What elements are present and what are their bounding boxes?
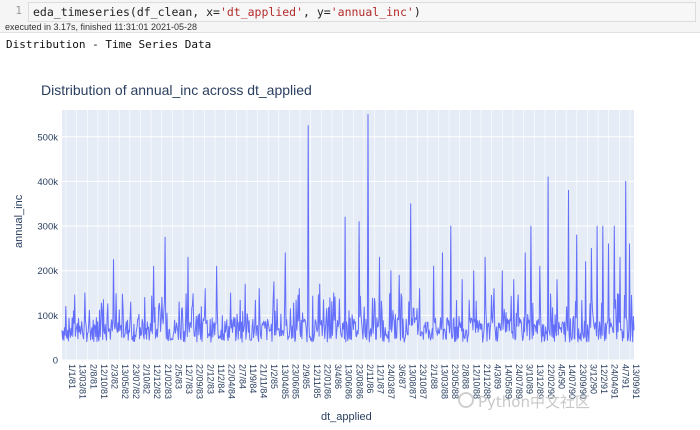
x-tick-label: 23/06/85 [290, 364, 300, 399]
y-tick-label: 300k [37, 222, 58, 233]
x-tick-label: 23/07/82 [131, 364, 141, 399]
x-tick-label: 23/09/90 [578, 364, 588, 399]
watermark-text: Python中文社区 [478, 393, 590, 411]
code-suffix: ) [413, 5, 421, 19]
y-tick-label: 0 [53, 356, 58, 367]
x-tick-label: 21/12/88 [482, 364, 492, 399]
x-tick-label: 21/02/83 [163, 364, 173, 399]
x-tick-label: 22/01/86 [322, 364, 332, 399]
x-tick-label: 2/9/85 [301, 364, 311, 389]
x-tick-label: 2/11/86 [365, 364, 375, 393]
x-tick-label: 11/9/84 [248, 364, 258, 393]
x-tick-label: 12/7/83 [184, 364, 194, 394]
chart-title: Distribution of annual_inc across dt_app… [41, 82, 312, 98]
x-tick-label: 2/1/88 [429, 364, 439, 389]
plot-background [62, 110, 634, 360]
x-tick-label: 2/7/84 [237, 364, 247, 389]
x-tick-label: 2/8/81 [88, 364, 98, 389]
x-tick-label: 22/02/90 [546, 364, 556, 399]
series-line [61, 114, 635, 343]
code-prefix: eda_timeseries(df_clean, x= [33, 5, 220, 19]
x-tick-label: 13/12/89 [535, 364, 545, 399]
x-tick-label: 22/09/83 [195, 364, 205, 399]
watermark-icon [458, 392, 474, 408]
x-tick-label: 23/05/88 [450, 364, 460, 399]
x-tick-label: 12/12/82 [152, 364, 162, 399]
code-cell[interactable]: 1 eda_timeseries(df_clean, x='dt_applied… [0, 0, 700, 33]
x-tick-label: 13/03/88 [439, 364, 449, 399]
x-tick-label: 13/09/91 [631, 364, 641, 399]
x-tick-label: 1/1/81 [67, 364, 77, 389]
x-tick-label: 3/4/86 [333, 364, 343, 389]
x-tick-label: 24/04/91 [610, 364, 620, 399]
x-tick-label: 24/03/87 [386, 364, 396, 399]
x-tick-label: 11/2/84 [216, 364, 226, 393]
x-tick-label: 3/12/90 [588, 364, 598, 394]
x-tick-label: 4/7/91 [620, 364, 630, 389]
code-x-arg: 'dt_applied' [219, 5, 304, 19]
y-tick-label: 400k [37, 177, 58, 188]
x-tick-label: 23/08/86 [354, 364, 364, 399]
x-tick-label: 3/10/89 [525, 364, 535, 394]
x-tick-label: 2/3/82 [110, 364, 120, 389]
x-tick-label: 14/07/90 [567, 364, 577, 399]
x-tick-label: 4/3/89 [493, 364, 503, 389]
x-tick-label: 3/6/87 [397, 364, 407, 389]
x-axis-label: dt_applied [321, 411, 372, 423]
x-tick-label: 13/06/86 [344, 364, 354, 399]
x-tick-label: 13/03/81 [78, 364, 88, 399]
x-tick-label: 12/10/81 [99, 364, 109, 399]
x-tick-label: 13/04/85 [280, 364, 290, 399]
code-mid: , y= [303, 5, 331, 19]
x-tick-label: 2/10/82 [141, 364, 151, 394]
x-tick-label: 22/04/84 [227, 364, 237, 399]
x-tick-label: 21/11/84 [259, 364, 269, 398]
code-y-arg: 'annual_inc' [330, 5, 414, 19]
x-tick-label: 2/8/88 [461, 364, 471, 389]
x-tick-label: 12/1/87 [376, 364, 386, 394]
y-tick-label: 200k [37, 266, 58, 277]
x-tick-label: 2/12/83 [205, 364, 215, 394]
x-tick-label: 13/05/82 [120, 364, 130, 399]
x-tick-label: 13/08/87 [408, 364, 418, 399]
line-number: 1 [15, 4, 22, 17]
x-tick-label: 12/10/88 [471, 364, 481, 399]
x-tick-label: 14/05/89 [503, 364, 513, 399]
x-tick-label: 23/10/87 [418, 364, 428, 399]
execution-status: executed in 3.17s, finished 11:31:01 202… [5, 22, 197, 32]
x-tick-label: 24/07/89 [514, 364, 524, 399]
x-tick-label: 12/2/91 [599, 364, 609, 394]
x-tick-label: 4/5/90 [557, 364, 567, 389]
code-editor[interactable]: eda_timeseries(df_clean, x='dt_applied',… [28, 2, 696, 22]
y-tick-label: 500k [37, 132, 58, 143]
x-tick-label: 2/5/83 [173, 364, 183, 389]
output-text: Distribution - Time Series Data [6, 38, 212, 51]
x-tick-label: 12/11/85 [312, 364, 322, 398]
y-tick-label: 100k [37, 311, 58, 322]
x-tick-label: 1/2/85 [269, 364, 279, 389]
